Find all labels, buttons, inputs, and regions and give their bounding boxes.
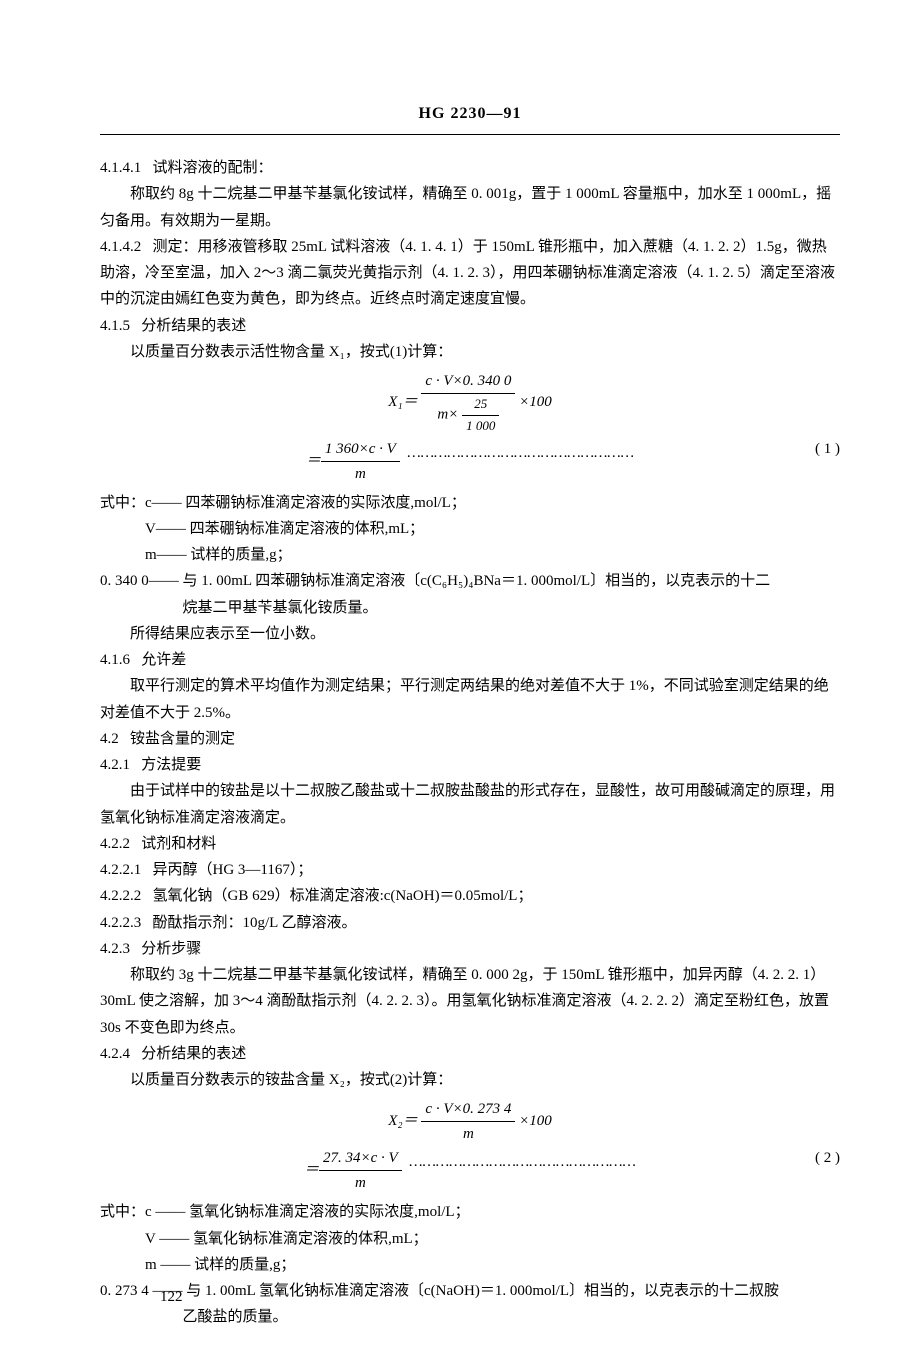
eq-number-2: ( 2 )	[815, 1146, 840, 1170]
section-title: 铵盐含量的测定	[130, 731, 235, 747]
where-head: 式中：	[100, 495, 145, 511]
section-title: 允许差	[141, 652, 186, 668]
para-416: 取平行测定的算术平均值作为测定结果；平行测定两结果的绝对差值不大于 1%，不同试…	[100, 673, 840, 726]
where1-c-text: c—— 四苯硼钠标准滴定溶液的实际浓度,mol/L；	[145, 495, 466, 511]
section-text: 酚酞指示剂：10g/L 乙醇溶液。	[153, 915, 357, 931]
where-head: 式中：	[100, 1204, 145, 1220]
formula2-num1: c · V×0. 273 4	[421, 1097, 515, 1122]
section-title: 方法提要	[141, 757, 201, 773]
section-num: 4.1.4.1	[100, 160, 141, 176]
where2-m: m —— 试样的质量,g；	[100, 1252, 840, 1278]
formula1-denfrac-num: 25	[462, 394, 499, 416]
section-title: 分析结果的表述	[141, 318, 246, 334]
formula1-den2: m	[321, 462, 400, 486]
para-4141: 称取约 8g 十二烷基二甲基苄基氯化铵试样，精确至 0. 001g，置于 1 0…	[100, 181, 840, 234]
section-4141-title: 4.1.4.1 试料溶液的配制：	[100, 155, 840, 181]
formula2-lhs: X₂	[388, 1113, 402, 1129]
section-42-head: 4.2 铵盐含量的测定	[100, 726, 840, 752]
para-424: 以质量百分数表示的铵盐含量 X₂，按式(2)计算：	[100, 1067, 840, 1093]
formula2-num2: 27. 34×c · V	[319, 1146, 402, 1171]
section-num: 4.1.6	[100, 652, 130, 668]
section-title: 试料溶液的配制：	[153, 160, 273, 176]
section-num: 4.2.4	[100, 1046, 130, 1062]
where1-const-a: 0. 340 0—— 与 1. 00mL 四苯硼钠标准滴定溶液〔c(C₆H₅)₄…	[100, 568, 840, 594]
formula1-lhs: X₁	[388, 394, 402, 410]
section-num: 4.2.2.3	[100, 915, 141, 931]
formula1-denfrac-den: 1 000	[462, 416, 499, 437]
section-title: 分析步骤	[141, 941, 201, 957]
formula1-num1: c · V×0. 340 0	[421, 369, 515, 394]
where2-const-a: 0. 273 4 —— 与 1. 00mL 氢氧化钠标准滴定溶液〔c(NaOH)…	[100, 1278, 840, 1304]
formula1-times: ×100	[519, 394, 552, 410]
section-num: 4.1.4.2	[100, 239, 141, 255]
section-4142: 4.1.4.2 测定：用移液管移取 25mL 试料溶液（4. 1. 4. 1）于…	[100, 234, 840, 313]
where2-c-text: c —— 氢氧化钠标准滴定溶液的实际浓度,mol/L；	[145, 1204, 470, 1220]
formula2-den1: m	[421, 1122, 515, 1146]
where1-note: 所得结果应表示至一位小数。	[100, 621, 840, 647]
section-4221: 4.2.2.1 异丙醇（HG 3—1167）；	[100, 857, 840, 883]
section-num: 4.2.2.1	[100, 862, 141, 878]
formula2-times: ×100	[519, 1113, 552, 1129]
where1-v: V—— 四苯硼钠标准滴定溶液的体积,mL；	[100, 516, 840, 542]
section-text: 测定：用移液管移取 25mL 试料溶液（4. 1. 4. 1）于 150mL 锥…	[100, 239, 835, 308]
section-title: 分析结果的表述	[141, 1046, 246, 1062]
formula-1: X₁＝ c · V×0. 340 0 m× 25 1 000 ×100 ＝ 1 …	[100, 369, 840, 486]
page-header: HG 2230—91	[100, 100, 840, 128]
formula1-den1a: m×	[437, 407, 458, 423]
where2-const-b: 乙酸盐的质量。	[100, 1304, 840, 1330]
section-423-head: 4.2.3 分析步骤	[100, 936, 840, 962]
eq-number-1: ( 1 )	[815, 437, 840, 461]
section-num: 4.2.2	[100, 836, 130, 852]
dots: ……………………………………………	[407, 441, 634, 465]
section-421-head: 4.2.1 方法提要	[100, 752, 840, 778]
section-422-head: 4.2.2 试剂和材料	[100, 831, 840, 857]
para-423: 称取约 3g 十二烷基二甲基苄基氯化铵试样，精确至 0. 000 2g，于 15…	[100, 962, 840, 1041]
where1-const-b: 烷基二甲基苄基氯化铵质量。	[100, 595, 840, 621]
section-num: 4.2.2.2	[100, 888, 141, 904]
section-title: 试剂和材料	[141, 836, 216, 852]
formula2-den2: m	[319, 1171, 402, 1195]
where1-c: 式中：c—— 四苯硼钠标准滴定溶液的实际浓度,mol/L；	[100, 490, 840, 516]
section-4222: 4.2.2.2 氢氧化钠（GB 629）标准滴定溶液:c(NaOH)＝0.05m…	[100, 883, 840, 909]
para-415: 以质量百分数表示活性物含量 X₁，按式(1)计算：	[100, 339, 840, 365]
section-416-head: 4.1.6 允许差	[100, 647, 840, 673]
section-num: 4.1.5	[100, 318, 130, 334]
page-container: HG 2230—91 4.1.4.1 试料溶液的配制： 称取约 8g 十二烷基二…	[0, 0, 920, 1361]
where2-v: V —— 氢氧化钠标准滴定溶液的体积,mL；	[100, 1226, 840, 1252]
page-number: 122	[160, 1284, 183, 1310]
section-text: 氢氧化钠（GB 629）标准滴定溶液:c(NaOH)＝0.05mol/L；	[153, 888, 533, 904]
formula-2: X₂＝ c · V×0. 273 4 m ×100 ＝ 27. 34×c · V…	[100, 1097, 840, 1195]
header-rule	[100, 134, 840, 135]
section-4223: 4.2.2.3 酚酞指示剂：10g/L 乙醇溶液。	[100, 910, 840, 936]
section-415-head: 4.1.5 分析结果的表述	[100, 313, 840, 339]
where2-c: 式中：c —— 氢氧化钠标准滴定溶液的实际浓度,mol/L；	[100, 1199, 840, 1225]
dots: ……………………………………………	[409, 1150, 636, 1174]
section-424-head: 4.2.4 分析结果的表述	[100, 1041, 840, 1067]
where1-m: m—— 试样的质量,g；	[100, 542, 840, 568]
formula1-num2: 1 360×c · V	[321, 437, 400, 462]
section-num: 4.2	[100, 731, 119, 747]
section-text: 异丙醇（HG 3—1167）；	[153, 862, 313, 878]
section-num: 4.2.3	[100, 941, 130, 957]
section-num: 4.2.1	[100, 757, 130, 773]
para-421: 由于试样中的铵盐是以十二叔胺乙酸盐或十二叔胺盐酸盐的形式存在，显酸性，故可用酸碱…	[100, 778, 840, 831]
